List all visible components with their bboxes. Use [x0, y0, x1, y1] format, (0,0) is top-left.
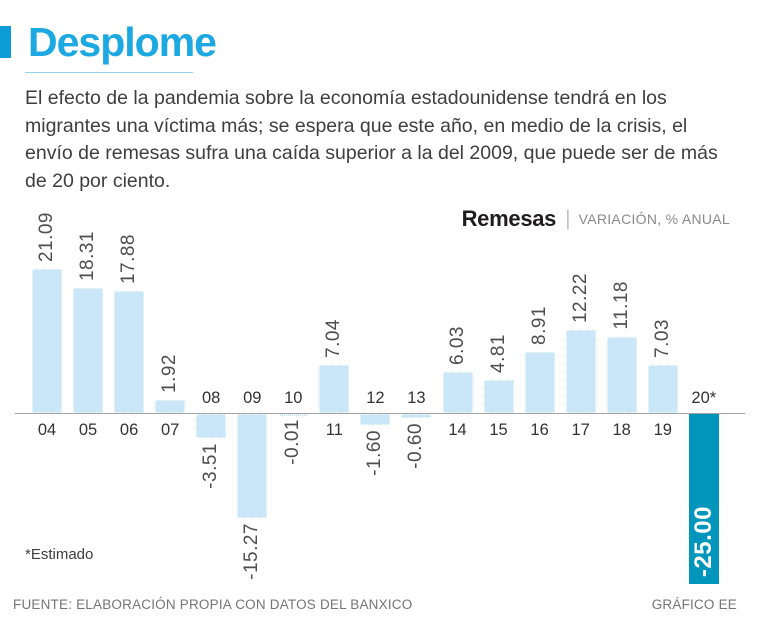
bar-value-label-inside: -25.00 [689, 506, 717, 578]
bar [196, 414, 227, 438]
bar-value-label: 7.03 [651, 319, 673, 359]
bar [32, 269, 62, 413]
bar-value-label: 21.09 [36, 212, 57, 263]
bar [524, 352, 555, 413]
bar [155, 399, 186, 413]
bar [237, 414, 268, 519]
bar-year-label: 07 [160, 421, 180, 439]
estimated-note: *Estimado [25, 546, 94, 563]
chart-subtitle: VARIACIÓN, % ANUAL [578, 211, 730, 227]
chart-title-separator: | [565, 207, 571, 230]
bar [360, 414, 391, 425]
bar-year-label: 08 [202, 389, 221, 407]
bar [278, 414, 309, 416]
title-accent-block [0, 26, 11, 58]
bar-year-label: 15 [489, 421, 508, 439]
bar-value-label: 7.04 [323, 319, 345, 359]
bar-year-label: 10 [284, 389, 303, 407]
bar-year-label: 04 [37, 421, 57, 439]
bar-year-label: 16 [530, 421, 549, 439]
intro-text: El efecto de la pandemia sobre la econom… [25, 87, 718, 192]
bar-year-label: 14 [448, 421, 467, 439]
bar-value-label: -15.27 [241, 523, 263, 580]
bar-value-label: 1.92 [159, 353, 181, 393]
credit-text: GRÁFICO EE [651, 597, 737, 612]
bar [73, 288, 104, 413]
bar-year-label: 12 [366, 389, 385, 407]
bar-year-label: 05 [78, 421, 98, 439]
bar-value-label: 12.22 [569, 272, 591, 323]
bar-value-label: 18.31 [77, 231, 99, 282]
bar-year-label: 06 [119, 421, 139, 439]
title-underline [25, 72, 193, 73]
bar-value-label: 6.03 [446, 325, 468, 365]
bar-value-label: -0.01 [282, 419, 304, 465]
bar-year-label: 19 [653, 421, 672, 439]
bar-year-label: 09 [243, 389, 262, 407]
bar-year-label: 20* [691, 389, 717, 407]
bar-value-label: -3.51 [200, 442, 222, 489]
bar-year-label: 18 [612, 421, 631, 439]
bar [401, 414, 432, 419]
bar [319, 365, 350, 413]
bar-year-label: 11 [325, 421, 343, 439]
bar-value-label: 8.91 [528, 306, 550, 346]
bar-year-label: 13 [407, 389, 426, 407]
bar-value-label: 11.18 [610, 281, 632, 330]
bar-value-label: -1.60 [364, 429, 386, 476]
chart-title: Remesas [461, 206, 557, 231]
bar [688, 414, 719, 585]
source-text: FUENTE: ELABORACIÓN PROPIA CON DATOS DEL… [13, 597, 413, 612]
bar [647, 365, 678, 413]
bar [565, 329, 596, 413]
bar [114, 291, 145, 413]
bar-value-label: 4.81 [487, 334, 509, 374]
bar-value-label: -0.60 [405, 423, 427, 469]
chart-header: Remesas | VARIACIÓN, % ANUAL [462, 206, 730, 232]
x-axis-line [15, 413, 745, 414]
bar-year-label: 17 [571, 421, 590, 439]
page-title: Desplome [28, 19, 217, 65]
bar-value-label: 17.88 [118, 234, 140, 285]
bar [483, 380, 514, 413]
bar [442, 371, 473, 413]
bar [606, 336, 637, 413]
